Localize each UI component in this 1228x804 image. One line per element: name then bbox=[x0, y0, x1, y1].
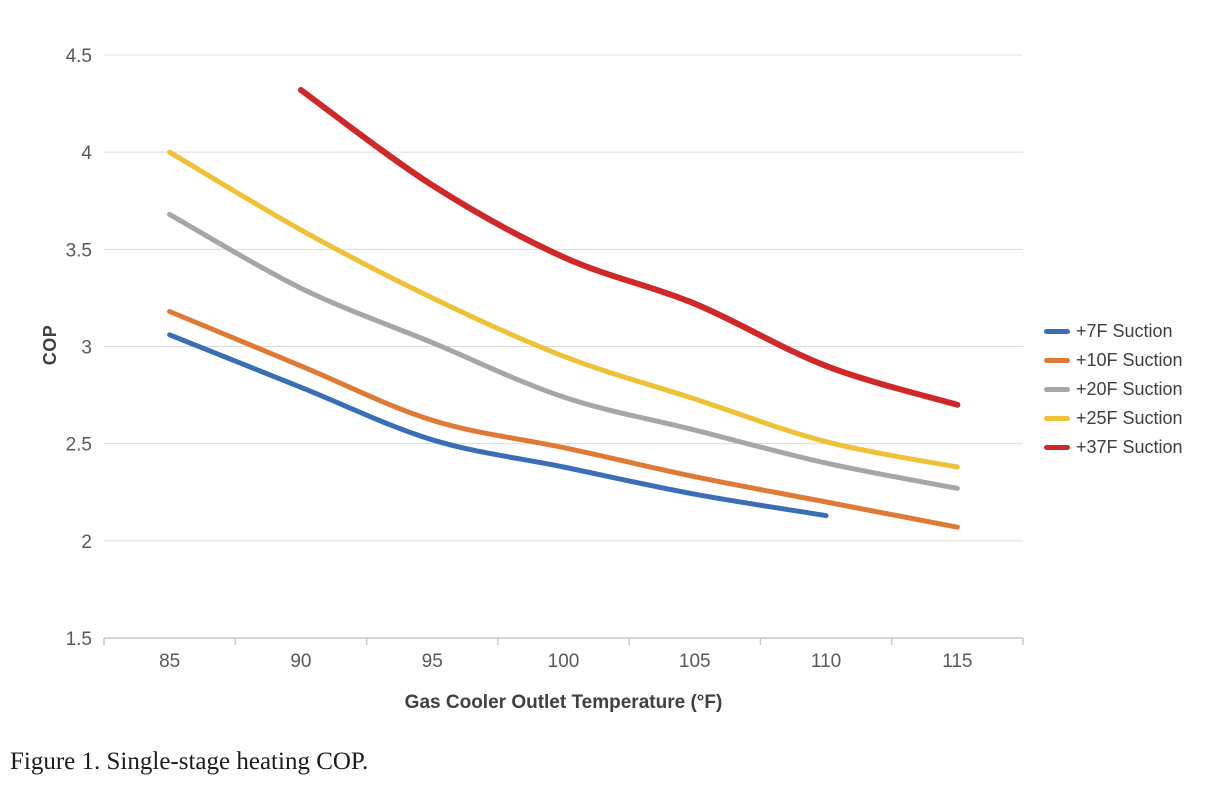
legend-item: +7F Suction bbox=[1044, 317, 1183, 346]
figure-caption: Figure 1. Single-stage heating COP. bbox=[10, 748, 369, 775]
x-tick-label: 110 bbox=[811, 651, 841, 672]
x-tick-label: 85 bbox=[159, 651, 180, 672]
series-line bbox=[167, 211, 960, 491]
legend-swatch bbox=[1044, 387, 1070, 392]
legend-item: +37F Suction bbox=[1044, 433, 1183, 462]
y-tick-label: 2 bbox=[81, 532, 92, 553]
y-tick-label: 3 bbox=[81, 338, 92, 359]
series-line bbox=[167, 332, 829, 519]
legend-item: +25F Suction bbox=[1044, 404, 1183, 433]
x-tick-label: 100 bbox=[548, 651, 580, 672]
legend-swatch bbox=[1044, 358, 1070, 363]
y-axis-title: COP bbox=[40, 324, 60, 366]
legend-label: +10F Suction bbox=[1076, 350, 1183, 370]
y-tick-label: 1.5 bbox=[66, 629, 92, 650]
series-line bbox=[297, 87, 961, 408]
series-line bbox=[167, 149, 960, 470]
legend-label: +25F Suction bbox=[1076, 408, 1183, 428]
legend-label: +37F Suction bbox=[1076, 437, 1183, 457]
x-tick-label: 90 bbox=[290, 651, 311, 672]
y-tick-label: 3.5 bbox=[66, 240, 92, 261]
legend-swatch bbox=[1044, 329, 1070, 334]
legend-item: +10F Suction bbox=[1044, 346, 1183, 375]
x-tick-label: 115 bbox=[942, 651, 972, 672]
cop-line-chart: 4.5 4 3.5 3 2.5 2 1.5 85 90 95 100 105 110 115 COP Ga… bbox=[40, 46, 1183, 713]
chart-legend: +7F Suction +10F Suction +20F Suction +25F … bbox=[1044, 317, 1183, 462]
chart-plot-area: 4.5 4 3.5 3 2.5 2 1.5 85 90 95 100 105 110 115 bbox=[66, 46, 1024, 672]
x-tick-label: 105 bbox=[679, 651, 711, 672]
legend-swatch bbox=[1044, 445, 1070, 450]
y-tick-label: 4.5 bbox=[66, 46, 92, 67]
x-axis-title: Gas Cooler Outlet Temperature (°F) bbox=[404, 692, 723, 713]
y-tick-label: 4 bbox=[81, 143, 92, 164]
legend-swatch bbox=[1044, 416, 1070, 421]
legend-label: +7F Suction bbox=[1076, 321, 1173, 341]
series-line bbox=[167, 309, 960, 530]
legend-label: +20F Suction bbox=[1076, 379, 1183, 399]
legend-item: +20F Suction bbox=[1044, 375, 1183, 404]
y-tick-label: 2.5 bbox=[66, 435, 92, 456]
x-tick-label: 95 bbox=[422, 651, 443, 672]
